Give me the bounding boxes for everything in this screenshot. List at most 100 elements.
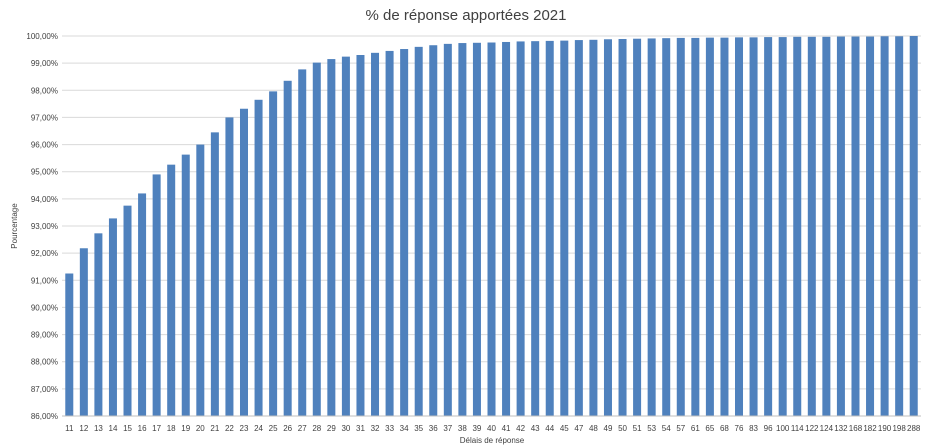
bar	[123, 205, 132, 416]
bar	[487, 42, 496, 416]
bar	[822, 36, 831, 417]
bar	[414, 46, 423, 417]
x-tick-label: 48	[589, 424, 598, 433]
bar	[647, 38, 656, 416]
bar	[764, 37, 773, 417]
y-tick-label: 86,00%	[31, 412, 58, 421]
y-tick-label: 97,00%	[31, 113, 58, 122]
x-tick-label: 16	[138, 424, 147, 433]
bar	[400, 49, 409, 416]
bar	[909, 36, 918, 416]
x-tick-label: 25	[269, 424, 278, 433]
x-tick-label: 23	[240, 424, 249, 433]
x-tick-label: 54	[662, 424, 671, 433]
bar	[880, 36, 889, 417]
x-tick-label: 45	[560, 424, 569, 433]
bar	[691, 37, 700, 417]
bar	[603, 39, 612, 416]
y-tick-label: 89,00%	[31, 331, 58, 340]
x-tick-label: 39	[472, 424, 481, 433]
x-tick-label: 41	[502, 424, 511, 433]
bar	[269, 91, 278, 417]
bar	[807, 36, 816, 417]
x-tick-label: 26	[283, 424, 292, 433]
bar	[356, 55, 365, 416]
x-tick-label: 14	[109, 424, 118, 433]
y-tick-label: 95,00%	[31, 168, 58, 177]
bar	[851, 36, 860, 416]
bar	[239, 108, 248, 417]
bar	[749, 37, 758, 417]
bar	[560, 40, 569, 417]
x-tick-label: 31	[356, 424, 365, 433]
bar	[676, 37, 685, 417]
x-tick-label: 51	[633, 424, 642, 433]
bar	[735, 37, 744, 417]
bar	[662, 38, 671, 417]
bar	[793, 36, 802, 417]
x-tick-label: 30	[341, 424, 350, 433]
x-tick-label: 21	[210, 424, 219, 433]
bar	[327, 59, 336, 416]
x-tick-label: 42	[516, 424, 525, 433]
y-tick-label: 94,00%	[31, 195, 58, 204]
x-tick-label: 132	[834, 424, 848, 433]
x-tick-label: 35	[414, 424, 423, 433]
x-tick-label: 76	[735, 424, 744, 433]
bar	[181, 154, 190, 417]
bar	[254, 99, 263, 416]
bar	[836, 36, 845, 416]
x-tick-label: 50	[618, 424, 627, 433]
bar	[210, 132, 219, 417]
bar	[895, 36, 904, 417]
x-tick-label: 33	[385, 424, 394, 433]
bar	[108, 218, 117, 416]
y-tick-label: 100,00%	[26, 32, 58, 41]
x-tick-label: 38	[458, 424, 467, 433]
bar	[458, 43, 467, 417]
x-tick-label: 83	[749, 424, 758, 433]
x-tick-label: 53	[647, 424, 656, 433]
x-tick-label: 37	[443, 424, 452, 433]
bar	[472, 42, 481, 416]
x-tick-label: 96	[764, 424, 773, 433]
x-tick-label: 124	[820, 424, 834, 433]
x-tick-label: 168	[849, 424, 863, 433]
bar	[720, 37, 729, 416]
bar	[283, 80, 292, 416]
bar	[589, 39, 598, 417]
bar	[429, 45, 438, 416]
bar	[152, 174, 161, 416]
x-axis-label: Délais de réponse	[460, 436, 525, 445]
x-tick-label: 43	[531, 424, 540, 433]
bar	[298, 69, 307, 416]
bar	[574, 40, 583, 416]
bar	[196, 144, 205, 416]
x-tick-label: 34	[400, 424, 409, 433]
x-tick-label: 17	[152, 424, 161, 433]
x-tick-label: 288	[907, 424, 921, 433]
x-tick-label: 100	[776, 424, 790, 433]
bar	[167, 164, 176, 416]
bar	[94, 233, 103, 416]
x-tick-label: 57	[676, 424, 685, 433]
x-tick-label: 13	[94, 424, 103, 433]
x-tick-label: 32	[371, 424, 380, 433]
x-tick-label: 15	[123, 424, 132, 433]
x-tick-label: 44	[545, 424, 554, 433]
y-tick-label: 90,00%	[31, 303, 58, 312]
x-tick-label: 12	[79, 424, 88, 433]
x-tick-label: 27	[298, 424, 307, 433]
bar	[79, 248, 88, 416]
x-tick-label: 36	[429, 424, 438, 433]
bar	[778, 37, 787, 417]
x-tick-label: 40	[487, 424, 496, 433]
y-tick-label: 93,00%	[31, 222, 58, 231]
x-tick-label: 22	[225, 424, 234, 433]
x-tick-label: 19	[181, 424, 190, 433]
bar	[705, 37, 714, 416]
bar	[502, 41, 511, 416]
bar	[545, 40, 554, 416]
x-tick-label: 68	[720, 424, 729, 433]
